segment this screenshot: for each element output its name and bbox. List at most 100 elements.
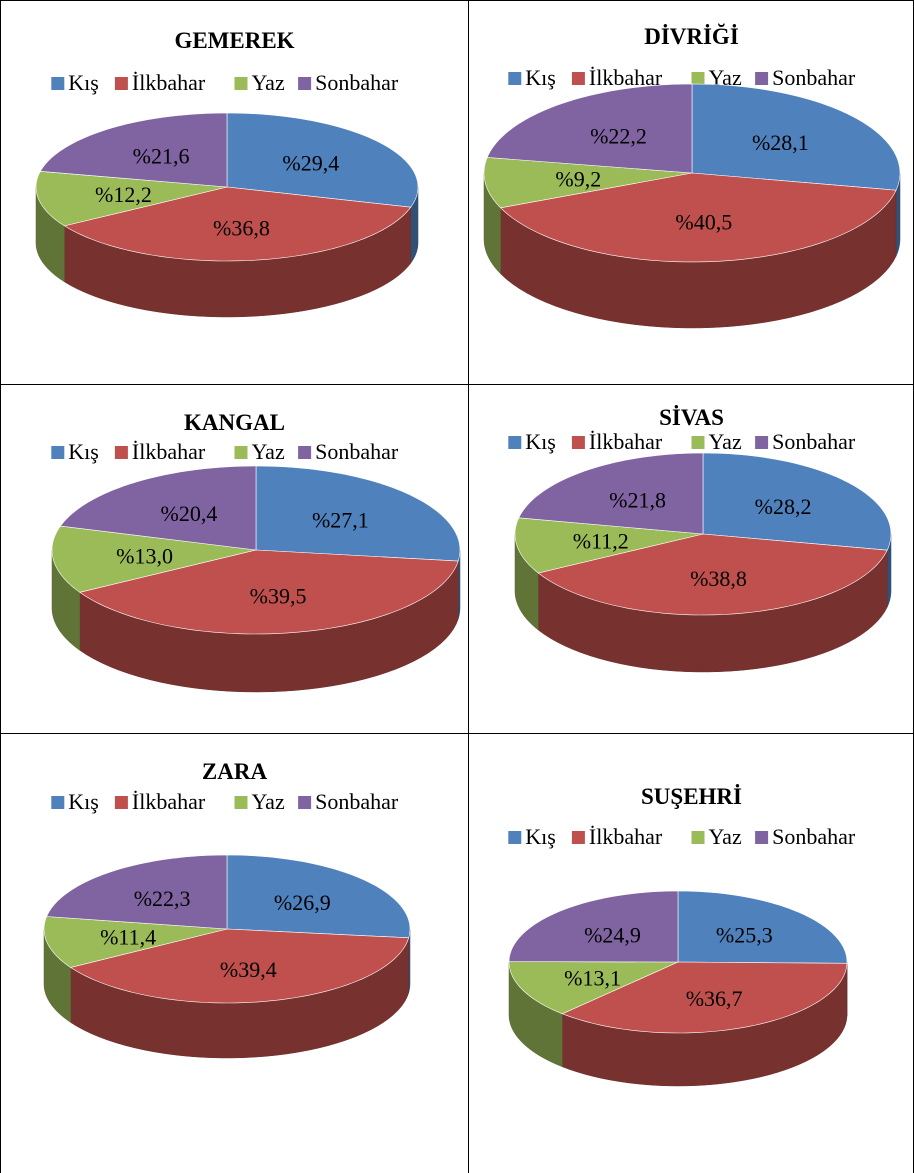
pie-chart-svg: KANGAL Kış İlkbahar Yaz Sonbahar %27,1 %39,5 %1… [51,410,461,693]
legend-label: Sonbahar [772,429,856,454]
legend-swatch [51,796,65,809]
chart-title: KANGAL [184,410,285,435]
legend-label: Sonbahar [772,824,856,849]
pie-slice-i̇lkbahar [79,549,459,635]
pie-slice-yaz [508,961,679,1015]
legend-label: Kış [525,824,556,849]
chart-title: SUŞEHRİ [641,784,742,809]
pie-chart-svg: GEMEREK Kış İlkbahar Yaz Sonbahar %29,4 %36,8%… [35,28,419,318]
pie-chart-kangal: KANGAL Kış İlkbahar Yaz Sonbahar %27,1 %39,5 %1… [0,385,469,734]
pie-chart-suşehri̇: SUŞEHRİ Kış İlkbahar Yaz Sonbahar %25,3 %36,7%… [469,734,914,1173]
pie-slice-kış [255,465,461,562]
legend-label: İlkbahar [132,439,206,464]
legend-swatch [51,77,65,90]
border-left [0,0,1,1173]
pie-slice-i̇lkbahar [69,928,410,1004]
pie-chart-svg: SİVAS Kış İlkbahar Yaz Sonbahar %28,2 %38,8 %11… [508,405,892,673]
chart-title: SİVAS [659,405,724,430]
legend-swatch [755,72,769,85]
data-label-yaz: %13,0 [116,544,173,569]
legend-swatch [755,436,769,449]
legend-label: Kış [68,439,99,464]
legend-swatch [508,436,522,449]
legend-label: İlkbahar [132,789,206,814]
chart-legend: Kış İlkbahar Yaz Sonbahar [51,439,399,464]
data-label-i̇lkbahar: %36,8 [213,215,270,240]
data-label-sonbahar: %21,8 [609,487,666,512]
legend-label: Yaz [252,789,285,814]
pie-slice-i̇lkbahar [63,186,412,262]
chart-title: DİVRİĞİ [644,23,739,49]
data-label-yaz: %9,2 [555,167,601,192]
pie-slice-sonbahar [508,890,679,963]
data-label-yaz: %11,4 [100,925,156,950]
chart-legend: Kış İlkbahar Yaz Sonbahar [51,70,399,95]
legend-swatch [298,77,312,90]
border-middle [468,0,469,1173]
legend-label: Sonbahar [315,70,399,95]
pie-chart-svg: SUŞEHRİ Kış İlkbahar Yaz Sonbahar %25,3 %36,7%… [508,784,856,1087]
pie-slice-kış [226,854,411,939]
legend-swatch [234,446,248,459]
legend-swatch [571,72,585,85]
legend-swatch [298,446,312,459]
data-label-yaz: %13,1 [564,965,621,990]
data-label-kış: %28,2 [755,494,812,519]
data-label-sonbahar: %22,2 [590,123,647,148]
border-row-2 [0,733,914,734]
border-row-1 [0,384,914,385]
data-label-i̇lkbahar: %39,5 [250,583,307,608]
pie-slice-sonbahar [46,854,228,930]
data-label-kış: %27,1 [312,508,369,533]
legend-swatch [508,72,522,85]
chart-legend: Kış İlkbahar Yaz Sonbahar [508,824,856,849]
legend-label: İlkbahar [589,429,663,454]
legend-swatch [691,436,705,449]
data-label-sonbahar: %20,4 [161,501,218,526]
legend-label: Sonbahar [772,65,856,90]
legend-swatch [234,796,248,809]
data-label-sonbahar: %21,6 [133,143,190,168]
pie-chart-svg: ZARA Kış İlkbahar Yaz Sonbahar %26,9 %39,4 %11,… [43,759,411,1059]
data-label-yaz: %12,2 [95,182,152,207]
legend-swatch [234,77,248,90]
pie-slice-yaz [51,525,257,593]
pie-slice-yaz [483,157,693,209]
data-label-kış: %26,9 [274,890,331,915]
legend-label: İlkbahar [132,70,206,95]
pie-top [51,465,461,635]
legend-label: Kış [68,789,99,814]
legend-swatch [508,831,522,844]
legend-label: Yaz [252,439,285,464]
data-label-sonbahar: %22,3 [134,886,191,911]
legend-swatch [51,446,65,459]
legend-swatch [114,796,128,809]
legend-label: İlkbahar [589,824,663,849]
pie-slice-yaz [514,517,704,574]
pie-slice-sonbahar [486,83,693,174]
legend-swatch [114,446,128,459]
pie-top [483,83,901,263]
data-label-i̇lkbahar: %40,5 [675,210,732,235]
legend-label: Sonbahar [315,439,399,464]
legend-label: Kış [68,70,99,95]
pie-chart-di̇vri̇ği̇: DİVRİĞİ Kış İlkbahar Yaz Sonbahar %28,1 %40,5%… [469,0,914,385]
pie-slice-yaz [35,170,228,227]
legend-label: Yaz [252,70,285,95]
pie-slice-kış [677,890,848,964]
data-label-kış: %28,1 [752,130,809,155]
legend-label: Sonbahar [315,789,399,814]
data-label-i̇lkbahar: %36,7 [686,986,743,1011]
pie-slice-i̇lkbahar [537,533,888,616]
legend-swatch [114,77,128,90]
pie-slice-i̇lkbahar [499,172,897,263]
pie-slice-sonbahar [39,112,228,188]
pie-slice-kış [691,83,901,191]
legend-swatch [571,436,585,449]
pie-top [514,452,892,616]
legend-swatch [298,796,312,809]
pie-slice-kış [226,112,419,208]
chart-title: GEMEREK [174,28,294,53]
legend-label: Yaz [709,429,742,454]
data-label-i̇lkbahar: %39,4 [220,957,277,982]
